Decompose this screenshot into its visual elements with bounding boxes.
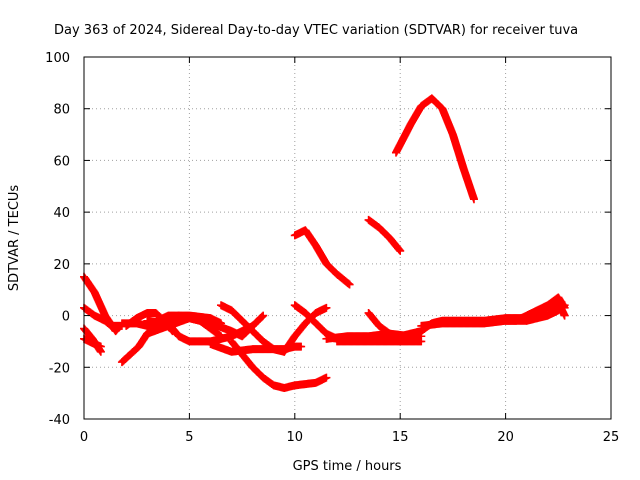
y-tick-label: 80	[53, 103, 70, 118]
series-3	[80, 334, 105, 351]
chart-title: Day 363 of 2024, Sidereal Day-to-day VTE…	[54, 23, 578, 38]
data-point	[322, 303, 331, 312]
data-point	[560, 311, 569, 320]
data-point	[297, 342, 306, 351]
series-13	[280, 303, 331, 356]
x-tick-label: 25	[603, 430, 620, 445]
x-tick-label: 5	[185, 430, 193, 445]
x-tick-label: 20	[497, 430, 514, 445]
series-25	[522, 301, 569, 325]
axis-ticks	[83, 56, 612, 420]
series-18	[290, 226, 354, 289]
y-tick-label: 100	[45, 51, 70, 66]
y-axis-label: SDTVAR / TECUs	[7, 185, 22, 292]
series-16	[332, 337, 426, 346]
data-point	[417, 337, 426, 346]
x-tick-label: 0	[80, 430, 88, 445]
series-20	[391, 94, 478, 204]
x-tick-label: 15	[392, 430, 409, 445]
series-9	[164, 314, 226, 341]
x-tick-labels: 0 5 10 15 20 25	[80, 430, 619, 445]
series-12	[227, 337, 331, 392]
x-axis-label: GPS time / hours	[293, 459, 402, 474]
x-tick-label: 10	[287, 430, 304, 445]
data-point	[396, 246, 405, 255]
data-point	[469, 195, 478, 204]
data-point	[322, 373, 331, 382]
plot-border	[83, 56, 612, 420]
data-point	[345, 280, 354, 289]
data-point	[96, 342, 105, 351]
y-tick-label: 60	[53, 154, 70, 169]
data-point	[560, 301, 569, 310]
y-tick-label: -40	[49, 413, 70, 428]
data-point	[217, 332, 226, 341]
series-19	[364, 215, 405, 255]
y-tick-label: 20	[53, 258, 70, 273]
grid-lines	[84, 57, 611, 419]
y-tick-label: -20	[49, 361, 70, 376]
y-tick-label: 0	[62, 310, 70, 325]
data-point	[259, 311, 268, 320]
y-tick-labels: -40 -20 0 20 40 60 80 100	[45, 51, 70, 428]
y-tick-label: 40	[53, 206, 70, 221]
data-points	[80, 94, 569, 392]
